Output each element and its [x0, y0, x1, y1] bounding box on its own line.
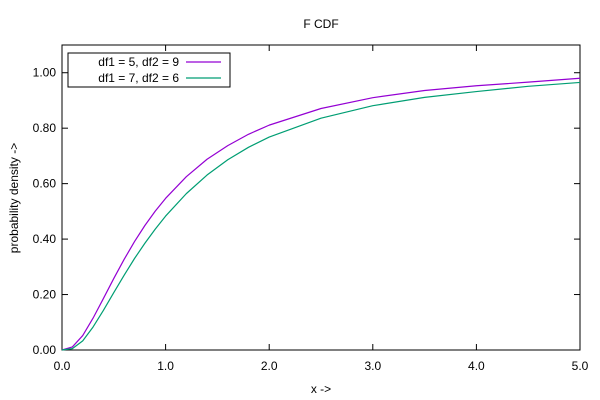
series-layer [61, 77, 581, 351]
x-tick-label: 1.0 [157, 359, 174, 373]
y-axis-ticks: 0.00 0.20 0.40 0.60 0.80 1.00 [33, 66, 580, 357]
x-axis-label: x -> [311, 382, 331, 396]
y-tick-label: 0.00 [33, 343, 57, 357]
y-axis-label: probability density -> [7, 143, 21, 253]
y-tick-label: 0.40 [33, 232, 57, 246]
series-line-2 [61, 81, 581, 351]
plot-frame [61, 44, 581, 351]
legend-label-series-1: df1 = 5, df2 = 9 [98, 55, 179, 69]
y-tick-label: 0.60 [33, 177, 57, 191]
legend-box [67, 52, 231, 88]
x-tick-label: 4.0 [468, 359, 485, 373]
series-line-1 [61, 77, 581, 351]
y-tick-label: 1.00 [33, 66, 57, 80]
x-tick-label: 3.0 [364, 359, 381, 373]
legend-label-series-2: df1 = 7, df2 = 6 [98, 71, 179, 85]
x-tick-label: 2.0 [261, 359, 278, 373]
x-tick-label: 0.0 [54, 359, 71, 373]
y-tick-label: 0.80 [33, 121, 57, 135]
chart-title: F CDF [303, 17, 338, 31]
legend: df1 = 5, df2 = 9 df1 = 7, df2 = 6 [67, 52, 231, 88]
x-tick-label: 5.0 [572, 359, 589, 373]
y-tick-label: 0.20 [33, 288, 57, 302]
x-axis-ticks: 0.0 1.0 2.0 3.0 4.0 5.0 [54, 45, 589, 373]
